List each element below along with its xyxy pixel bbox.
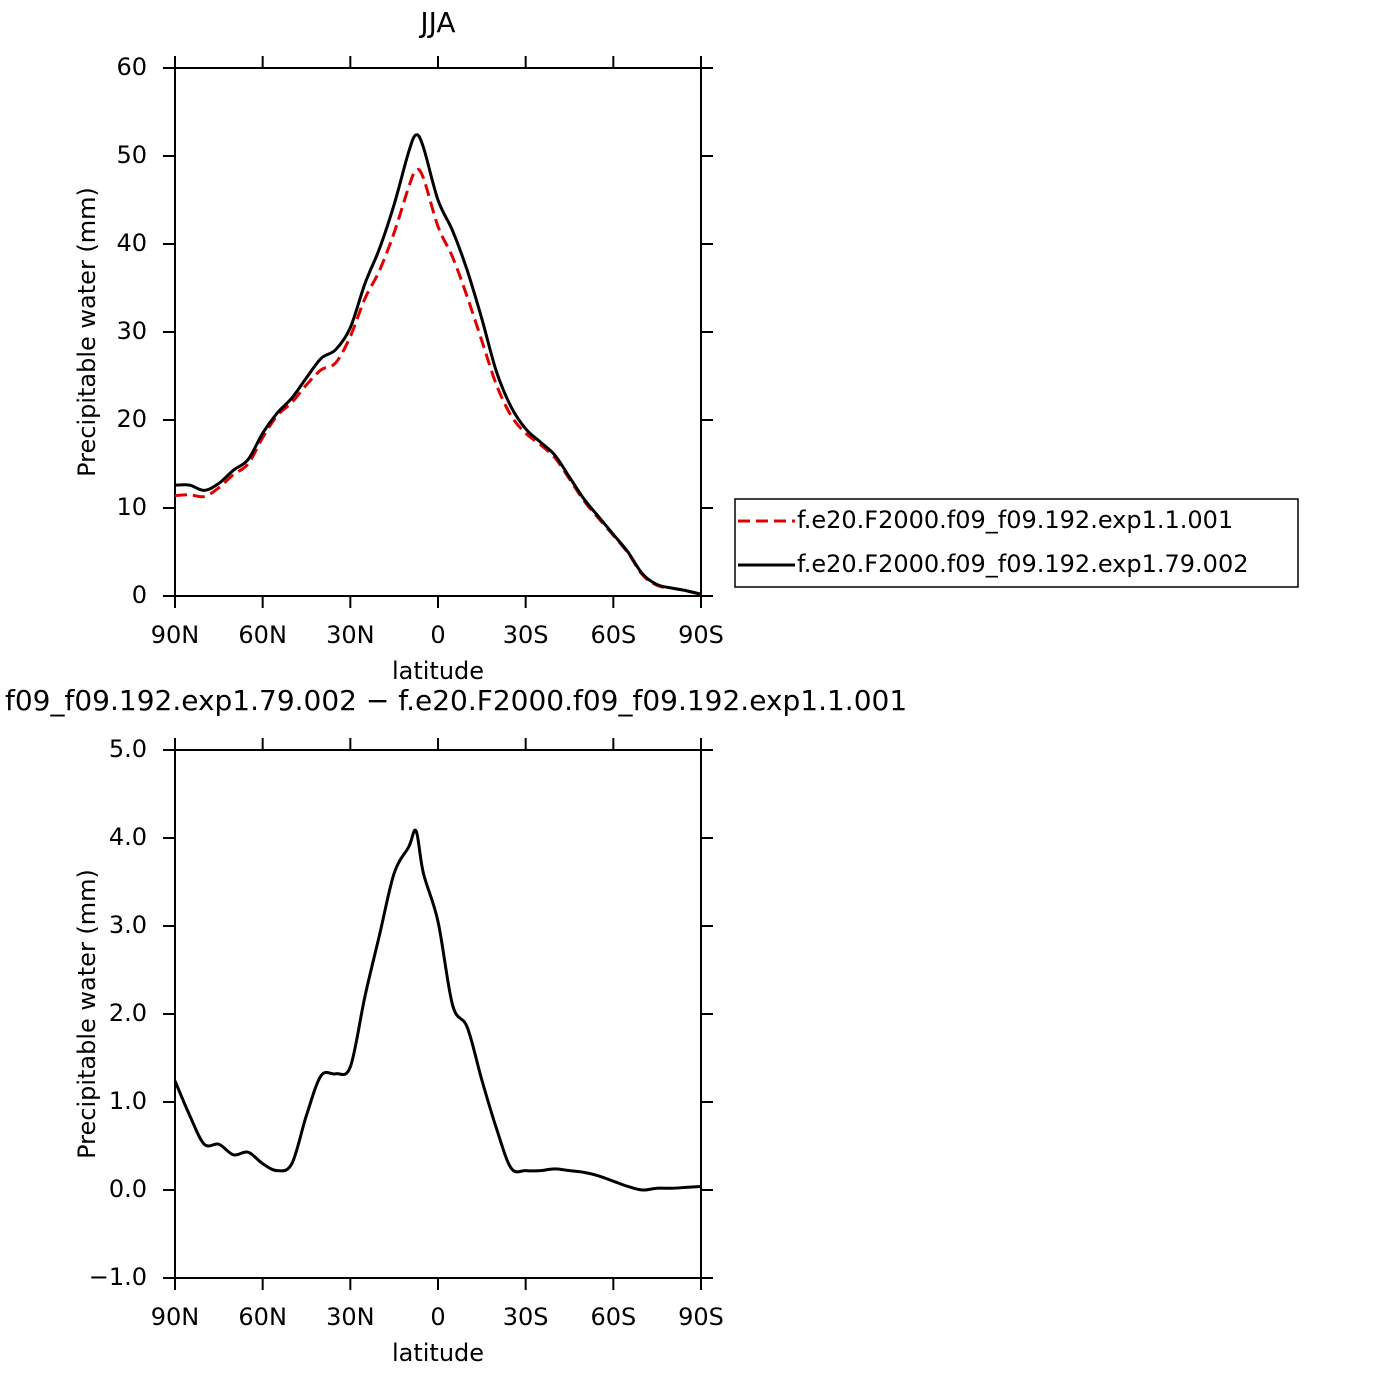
x-tick-label: 60S: [590, 621, 636, 649]
x-tick-label: 90N: [151, 621, 200, 649]
y-tick-label: 20: [116, 405, 147, 433]
chart-title: JJA: [418, 6, 455, 39]
legend-box: [734, 498, 1299, 588]
x-tick-label: 30N: [326, 621, 375, 649]
data-line: [174, 133, 702, 596]
y-tick-label: −1.0: [89, 1263, 147, 1291]
data-line: [173, 828, 702, 1192]
y-tick-label: 0: [132, 581, 147, 609]
data-line: [174, 167, 702, 596]
x-tick-label: 60S: [590, 1303, 636, 1331]
legend-label: f.e20.F2000.f09_f09.192.exp1.1.001: [797, 506, 1233, 534]
y-tick-label: 10: [116, 493, 147, 521]
x-tick-label: 0: [430, 1303, 445, 1331]
x-tick-label: 60N: [238, 1303, 287, 1331]
y-tick-label: 2.0: [109, 999, 147, 1027]
y-tick-label: 60: [116, 53, 147, 81]
x-tick-label: 60N: [238, 621, 287, 649]
x-tick-label: 0: [430, 621, 445, 649]
y-tick-label: 0.0: [109, 1175, 147, 1203]
chart-title: f09_f09.192.exp1.79.002 − f.e20.F2000.f0…: [5, 684, 907, 717]
plot-frame: [174, 67, 702, 597]
y-tick-label: 4.0: [109, 823, 147, 851]
x-tick-label: 90S: [678, 1303, 724, 1331]
x-tick-label: 90N: [151, 1303, 200, 1331]
x-axis-label: latitude: [392, 1339, 484, 1367]
x-tick-label: 30S: [503, 1303, 549, 1331]
legend-label: f.e20.F2000.f09_f09.192.exp1.79.002: [797, 550, 1248, 578]
y-tick-label: 30: [116, 317, 147, 345]
y-axis-label: Precipitable water (mm): [73, 187, 101, 477]
y-tick-label: 40: [116, 229, 147, 257]
y-tick-label: 1.0: [109, 1087, 147, 1115]
y-axis-label: Precipitable water (mm): [73, 869, 101, 1159]
x-tick-label: 30N: [326, 1303, 375, 1331]
y-tick-label: 5.0: [109, 735, 147, 763]
x-tick-label: 90S: [678, 621, 724, 649]
y-tick-label: 3.0: [109, 911, 147, 939]
y-tick-label: 50: [116, 141, 147, 169]
plot-frame: [174, 749, 702, 1279]
x-tick-label: 30S: [503, 621, 549, 649]
x-axis-label: latitude: [392, 657, 484, 685]
